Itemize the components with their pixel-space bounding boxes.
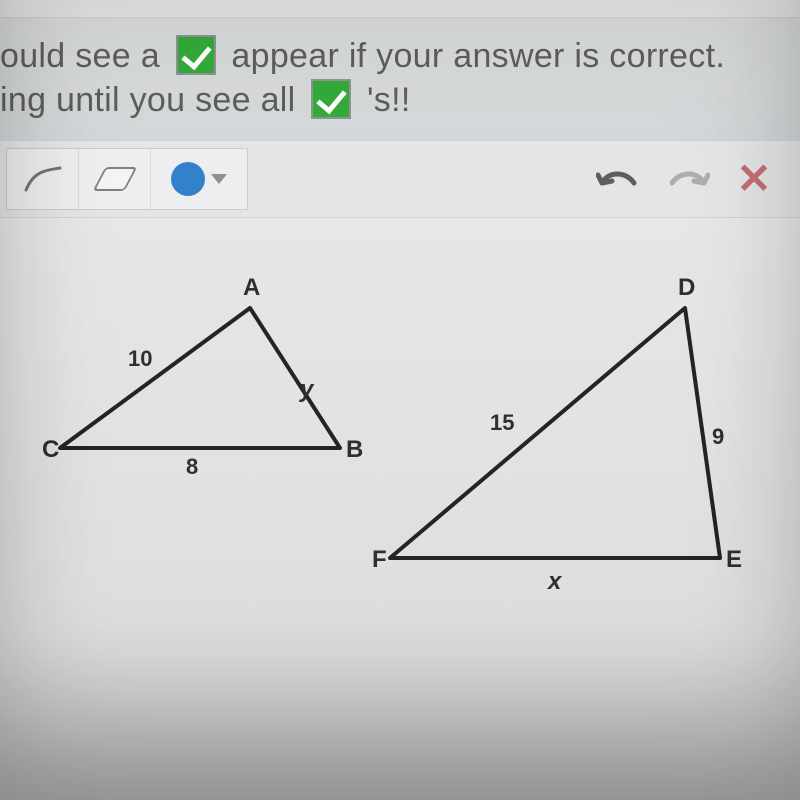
side-label-cb: 8 <box>186 454 198 480</box>
undo-icon <box>596 163 638 195</box>
side-label-de: 9 <box>712 424 724 450</box>
redo-button[interactable] <box>656 149 722 209</box>
vertex-label-a: A <box>243 274 260 302</box>
window-top-edge <box>0 0 800 18</box>
drawing-toolbar: ✕ <box>0 140 800 218</box>
geometry-diagram: A B C 10 8 y D E F 15 9 x <box>0 218 800 800</box>
side-label-ca: 10 <box>128 346 152 372</box>
triangle-def <box>390 308 720 558</box>
pencil-stroke-icon <box>24 164 62 194</box>
vertex-label-c: C <box>42 436 59 464</box>
vertex-label-e: E <box>726 546 742 574</box>
checkmark-icon <box>176 35 216 75</box>
color-picker-button[interactable] <box>151 149 247 209</box>
checkmark-icon <box>311 79 351 119</box>
redo-icon <box>668 163 710 195</box>
color-swatch-icon <box>171 162 205 196</box>
undo-button[interactable] <box>584 149 650 209</box>
eraser-icon <box>92 167 137 191</box>
side-label-ab: y <box>300 376 313 404</box>
vertex-label-d: D <box>678 274 695 302</box>
side-label-fd: 15 <box>490 410 514 436</box>
text-fragment: ing until you see all <box>0 81 305 119</box>
instruction-line-2: ing until you see all 's!! <box>0 78 790 122</box>
instruction-line-1: ould see a appear if your answer is corr… <box>0 34 790 78</box>
text-fragment: appear if your answer is correct. <box>231 37 725 75</box>
eraser-tool-button[interactable] <box>79 149 151 209</box>
tool-group <box>6 148 248 210</box>
close-icon: ✕ <box>736 158 771 200</box>
vertex-label-b: B <box>346 436 363 464</box>
text-fragment: ould see a <box>0 37 170 75</box>
worksheet-screenshot: ould see a appear if your answer is corr… <box>0 0 800 800</box>
pencil-tool-button[interactable] <box>7 149 79 209</box>
side-label-fe: x <box>548 568 561 596</box>
drawing-canvas[interactable]: A B C 10 8 y D E F 15 9 x <box>0 218 800 800</box>
clear-button[interactable]: ✕ <box>728 149 794 209</box>
chevron-down-icon <box>211 174 227 184</box>
instruction-text: ould see a appear if your answer is corr… <box>0 18 800 132</box>
text-fragment: 's!! <box>367 81 411 119</box>
triangle-abc <box>60 308 340 448</box>
vertex-label-f: F <box>372 546 387 574</box>
